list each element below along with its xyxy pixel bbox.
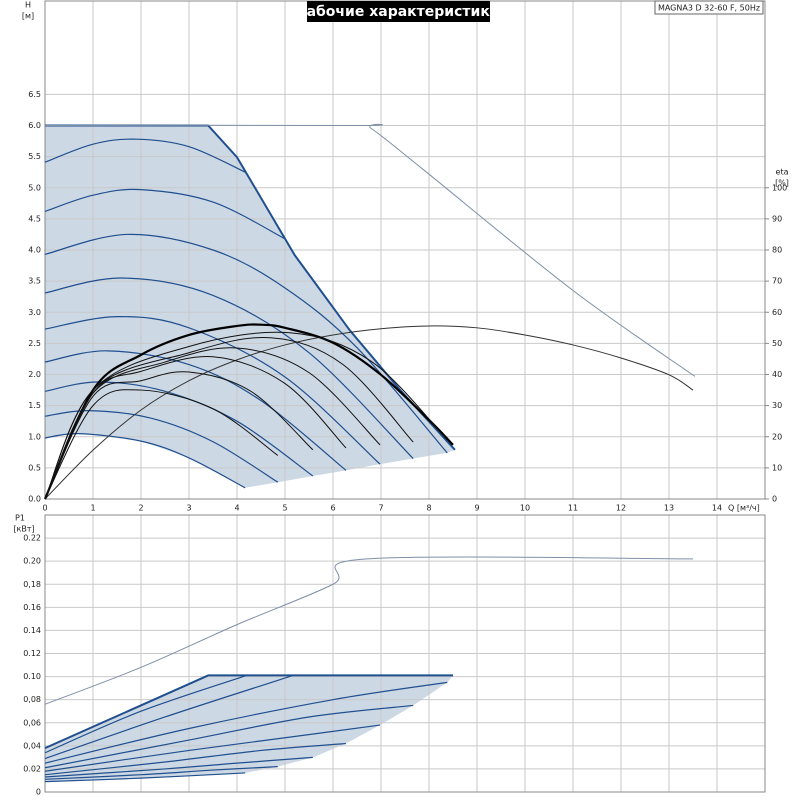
y2-tick-label: 90 — [772, 214, 782, 223]
y-tick-label: 6.5 — [28, 90, 41, 99]
title-box — [307, 1, 490, 22]
curve — [44, 233, 448, 454]
y-tick-label: 4.5 — [28, 214, 41, 223]
x-axis-label: Q [м³/ч] — [728, 504, 760, 513]
y-tick-label: 5.5 — [28, 152, 41, 161]
curve — [44, 742, 347, 776]
curve — [44, 724, 381, 772]
plot-panel: 0 0.02 0,04 0,06 0,08 0.10 0.12 0.14 0.16 0,18 0.2… — [23, 514, 766, 797]
y-tick-label: 0.16 — [23, 603, 41, 612]
y-tick-label: 1.0 — [28, 432, 41, 441]
x-tick-label: 5 — [282, 504, 287, 513]
y2-tick-label: 50 — [772, 339, 782, 348]
chart-title: Рабочие характеристики — [296, 4, 499, 20]
y2-tick-label: 60 — [772, 308, 782, 317]
y-tick-label: 0,18 — [23, 580, 41, 589]
curve — [44, 331, 448, 500]
y2-tick-label: 10 — [772, 463, 782, 472]
x-tick-label: 10 — [520, 504, 530, 513]
x-tick-label: 6 — [330, 504, 335, 513]
y-tick-label: 3.5 — [28, 277, 41, 286]
y-tick-label: 2.5 — [28, 339, 41, 348]
curve — [44, 371, 314, 500]
y-tick-label: 2.0 — [28, 370, 41, 379]
y-tick-label: 0,04 — [23, 741, 41, 750]
curve — [44, 381, 314, 477]
y2-tick-label: 70 — [772, 277, 782, 286]
y2-tick-label: 80 — [772, 246, 782, 255]
y-tick-label: 1.5 — [28, 401, 41, 410]
plot-frame — [44, 514, 766, 793]
y-tick-label: 0.12 — [23, 649, 41, 658]
x-tick-label: 12 — [616, 504, 626, 513]
curve — [44, 325, 694, 500]
y-tick-label: 0.14 — [23, 626, 41, 635]
y-tick-label: 0.10 — [23, 672, 41, 681]
y2-tick-label: 40 — [772, 370, 782, 379]
y2-axis-label: eta — [776, 168, 789, 177]
curve — [44, 356, 347, 500]
curve — [44, 389, 279, 500]
y-tick-label: 0.02 — [23, 764, 41, 773]
curve — [44, 704, 414, 769]
curve — [44, 350, 347, 471]
curve — [44, 277, 414, 459]
x-tick-label: 11 — [568, 504, 578, 513]
y-tick-label: 0,06 — [23, 718, 41, 727]
x-tick-label: 3 — [186, 504, 191, 513]
curve — [44, 138, 247, 174]
curve — [44, 674, 294, 760]
y2-axis-unit: [%] — [775, 179, 789, 188]
y-tick-label: 0 — [36, 788, 41, 797]
curve — [44, 410, 279, 483]
curve — [44, 674, 247, 754]
y-axis-label: H — [25, 1, 31, 10]
curve — [44, 681, 448, 764]
y-tick-label: 0.0 — [28, 495, 41, 504]
curve — [44, 347, 381, 500]
curve — [44, 772, 246, 783]
x-tick-label: 4 — [234, 504, 239, 513]
y2-tick-label: 0 — [772, 495, 777, 504]
x-tick-label: 1 — [90, 504, 95, 513]
x-tick-label: 9 — [474, 504, 479, 513]
y-tick-label: 0.20 — [23, 557, 41, 566]
operating-area — [45, 125, 455, 488]
x-tick-label: 7 — [378, 504, 383, 513]
curve — [44, 556, 694, 705]
curve — [44, 674, 453, 750]
curve — [43, 323, 454, 500]
curve — [44, 756, 313, 778]
x-tick-label: 2 — [138, 504, 143, 513]
curve — [44, 188, 286, 240]
y-axis-unit: [м] — [22, 12, 34, 21]
curve — [44, 766, 278, 780]
y2-tick-label: 20 — [772, 432, 782, 441]
y-tick-label: 0.5 — [28, 463, 41, 472]
y2-tick-label: 100 — [772, 183, 787, 192]
y-axis-unit: [кВт] — [13, 525, 34, 534]
y-tick-label: 5.0 — [28, 183, 41, 192]
x-tick-label: 0 — [42, 504, 47, 513]
x-tick-label: 13 — [664, 504, 674, 513]
y-tick-label: 0.22 — [23, 534, 41, 543]
curve — [44, 433, 246, 489]
y-tick-label: 4.0 — [28, 246, 41, 255]
model-box — [654, 0, 764, 15]
y-tick-label: 0,08 — [23, 695, 41, 704]
x-tick-label: 14 — [712, 504, 722, 513]
plot-panel: 0.0 0.5 1.0 1.5 2.0 2.5 3.0 3.5 4.0 4.5 5.0 5.5 6.0 6… — [28, 0, 787, 513]
y2-tick-label: 30 — [772, 401, 782, 410]
curve — [44, 123, 696, 377]
y-tick-label: 6.0 — [28, 121, 41, 130]
x-tick-label: 8 — [426, 504, 431, 513]
y-tick-label: 3.0 — [28, 308, 41, 317]
y-axis-label: P1 — [15, 514, 25, 523]
model-label: MAGNA3 D 32-60 F, 50Hz — [658, 4, 760, 13]
